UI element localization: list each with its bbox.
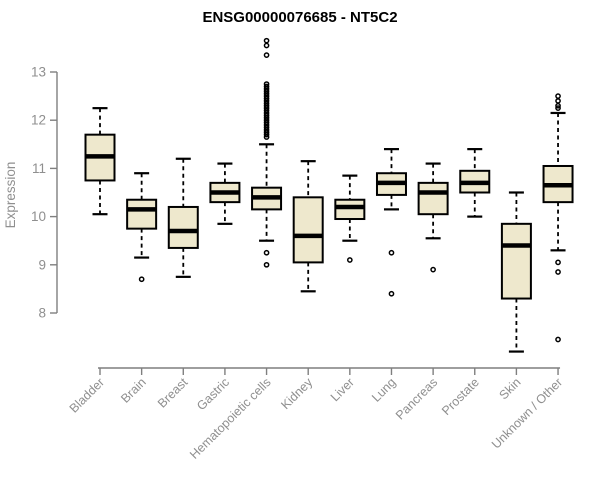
box-prostate bbox=[459, 148, 491, 218]
outlier-point bbox=[138, 276, 145, 283]
iqr-box bbox=[334, 198, 366, 221]
outlier-point bbox=[555, 259, 561, 266]
iqr-box bbox=[167, 205, 199, 249]
outlier-point bbox=[346, 257, 353, 263]
outlier-point bbox=[263, 37, 270, 44]
iqr-box bbox=[292, 196, 324, 264]
box-breast bbox=[167, 157, 199, 278]
box-series bbox=[84, 37, 574, 353]
x-tick-label: Brain bbox=[118, 375, 149, 406]
x-tick-label: Prostate bbox=[439, 375, 482, 418]
outlier-point bbox=[430, 266, 436, 273]
outlier-point bbox=[555, 93, 561, 99]
outlier-point bbox=[555, 105, 561, 112]
chart-title: ENSG00000076685 - NT5C2 bbox=[202, 9, 397, 26]
y-tick-label: 12 bbox=[31, 113, 46, 128]
box-hematopoietic-cells bbox=[251, 37, 283, 268]
box-skin bbox=[500, 191, 532, 353]
y-tick-label: 8 bbox=[38, 306, 46, 321]
x-tick-label: Liver bbox=[328, 375, 357, 404]
x-tick-label: Gastric bbox=[194, 375, 232, 413]
y-tick-label: 11 bbox=[32, 161, 46, 176]
outlier-point bbox=[263, 261, 270, 268]
outlier-point bbox=[263, 83, 270, 90]
outlier-point bbox=[263, 52, 270, 58]
box-pancreas bbox=[417, 162, 449, 273]
x-tick-label: Unknown / Other bbox=[489, 375, 565, 451]
box-unknown-other bbox=[542, 93, 574, 343]
y-tick-label: 10 bbox=[31, 209, 46, 224]
x-tick-label: Breast bbox=[155, 375, 191, 411]
box-gastric bbox=[209, 162, 241, 225]
outlier-point bbox=[555, 269, 561, 275]
outlier-point bbox=[388, 290, 395, 297]
outlier-point bbox=[263, 249, 270, 256]
x-tick-label: Bladder bbox=[67, 375, 107, 415]
outlier-point bbox=[555, 98, 561, 104]
outlier-point bbox=[263, 81, 270, 87]
x-tick-label: Hematopoietic cells bbox=[187, 375, 274, 462]
box-bladder bbox=[84, 107, 116, 216]
x-tick-label: Skin bbox=[496, 375, 523, 402]
box-kidney bbox=[292, 160, 324, 293]
x-tick-label: Pancreas bbox=[393, 375, 440, 422]
y-tick-label: 13 bbox=[31, 65, 46, 80]
x-tick-label: Lung bbox=[369, 375, 399, 405]
iqr-box bbox=[417, 181, 449, 216]
iqr-box bbox=[500, 222, 532, 300]
y-tick-label: 9 bbox=[38, 257, 46, 272]
box-lung bbox=[375, 148, 407, 297]
outlier-point bbox=[388, 249, 395, 256]
iqr-box bbox=[126, 198, 158, 230]
x-tick-label: Kidney bbox=[278, 375, 315, 412]
outlier-point bbox=[555, 336, 561, 343]
y-axis-title: Expression bbox=[3, 162, 18, 229]
box-brain bbox=[126, 172, 158, 283]
box-liver bbox=[334, 174, 366, 263]
outlier-point bbox=[263, 42, 270, 49]
